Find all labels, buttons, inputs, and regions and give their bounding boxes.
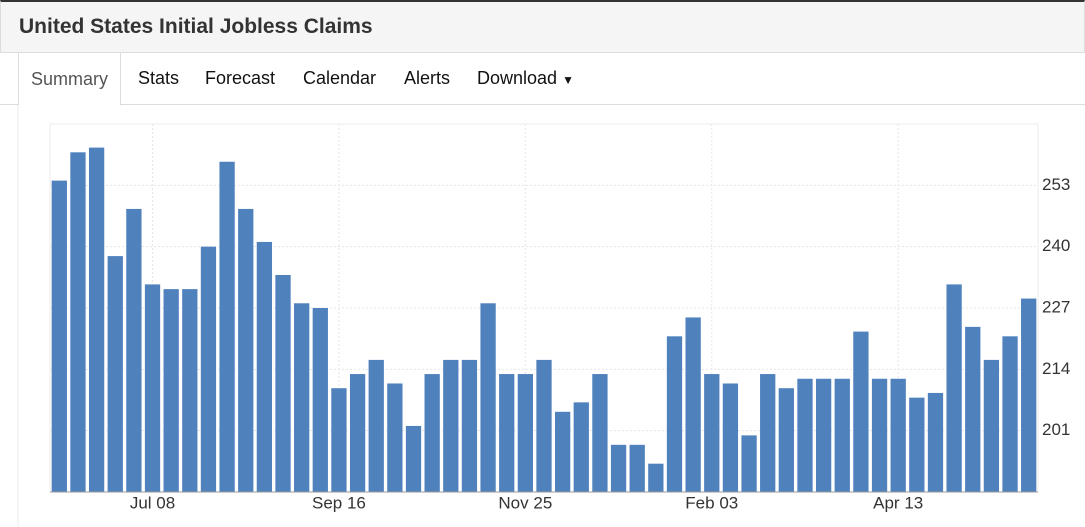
- bar: [666, 336, 683, 492]
- header: United States Initial Jobless Claims: [0, 0, 1085, 53]
- bar: [275, 274, 291, 492]
- tab[interactable]: Download ▼: [477, 68, 574, 88]
- bar: [349, 374, 366, 492]
- bar: [256, 241, 273, 492]
- page-title: United States Initial Jobless Claims: [19, 15, 373, 38]
- bar: [797, 378, 813, 492]
- bar: [909, 397, 925, 492]
- x-tick-label: Sep 16: [312, 493, 366, 512]
- y-tick-label: 227: [1042, 297, 1070, 316]
- bar: [461, 359, 478, 492]
- bar: [573, 402, 589, 492]
- bar: [126, 208, 142, 492]
- bar: [88, 147, 105, 492]
- bar: [983, 359, 1000, 492]
- tab-label: Download: [477, 68, 558, 88]
- bar: [685, 317, 701, 492]
- bar: [387, 383, 403, 492]
- bar: [499, 374, 515, 492]
- bar: [1002, 336, 1018, 492]
- tab[interactable]: Calendar: [303, 68, 377, 88]
- bar: [107, 256, 123, 492]
- bar: [946, 284, 962, 492]
- bar: [871, 378, 888, 492]
- bar: [741, 435, 757, 492]
- x-tick-label: Nov 25: [498, 493, 552, 512]
- bar: [219, 161, 235, 492]
- bar: [70, 152, 86, 493]
- bar: [927, 392, 944, 492]
- bar: [163, 289, 179, 492]
- bar: [182, 289, 198, 492]
- bar: [368, 359, 384, 492]
- chart: 201 214 227 240 253 Jul 08 Sep 16 Nov 25 Feb 03 A…: [17, 105, 1070, 527]
- tab[interactable]: Forecast: [205, 68, 276, 88]
- bar: [517, 374, 534, 492]
- bar: [312, 308, 328, 492]
- bar: [480, 303, 496, 492]
- bar: [704, 374, 720, 492]
- bar: [405, 425, 422, 492]
- x-tick-label: Jul 08: [130, 493, 175, 512]
- bar: [965, 326, 981, 492]
- bar: [629, 444, 645, 492]
- x-tick-label: Apr 13: [873, 493, 923, 512]
- bar: [1021, 298, 1037, 492]
- bar: [51, 180, 67, 492]
- x-tick-label: Feb 03: [685, 493, 738, 512]
- bar: [722, 383, 739, 492]
- bar: [890, 378, 906, 492]
- y-tick-label: 201: [1042, 420, 1070, 439]
- bar: [238, 208, 254, 492]
- tab-bar: Summary Stats Forecast Calendar Alerts D…: [0, 52, 1085, 106]
- bar: [294, 303, 310, 492]
- bar: [200, 246, 217, 492]
- bar: [592, 374, 608, 492]
- bar: [815, 378, 832, 492]
- tab[interactable]: Alerts: [404, 68, 451, 88]
- y-tick-label: 253: [1042, 175, 1070, 194]
- bar: [443, 359, 459, 492]
- bar: [424, 374, 440, 492]
- bar: [331, 388, 347, 492]
- bar: [778, 388, 794, 492]
- bar: [554, 411, 571, 492]
- bar: [834, 378, 850, 492]
- tab[interactable]: Stats: [138, 68, 180, 88]
- y-tick-label: 214: [1042, 359, 1070, 378]
- bar: [853, 331, 869, 492]
- tab[interactable]: Summary: [18, 52, 122, 106]
- bar: [610, 444, 627, 492]
- bar: [648, 463, 664, 492]
- y-tick-label: 240: [1042, 236, 1070, 255]
- bar: [536, 359, 552, 492]
- bar: [144, 284, 161, 492]
- bar: [760, 374, 776, 492]
